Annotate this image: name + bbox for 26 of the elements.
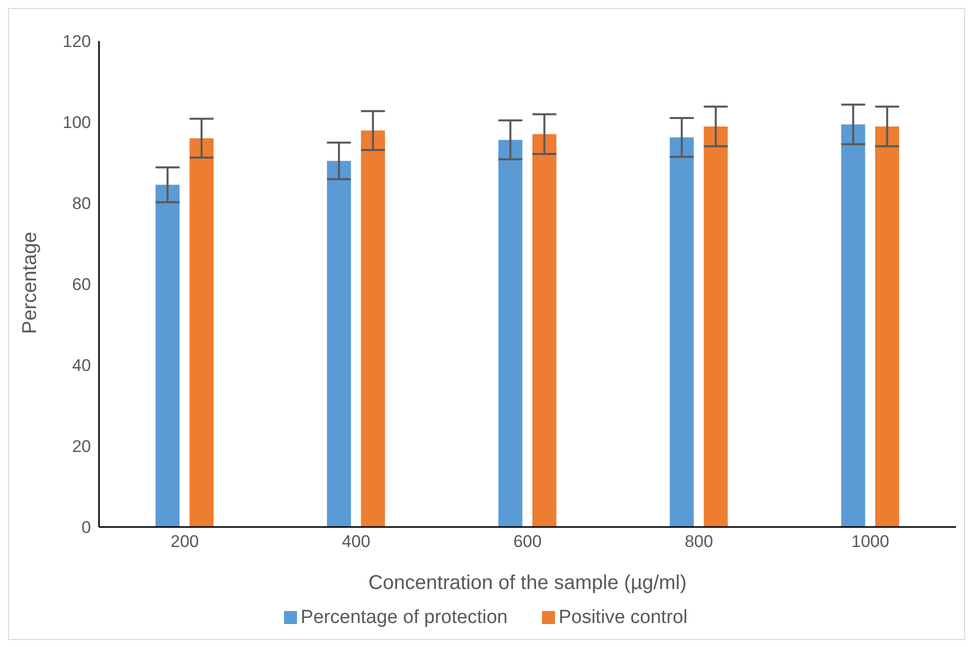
bar: [875, 126, 900, 527]
x-tick-label: 200: [170, 532, 199, 552]
y-tick-label: 20: [72, 437, 91, 456]
x-tick-label: 400: [342, 532, 370, 552]
bar: [360, 130, 385, 527]
y-tick-label: 120: [62, 32, 91, 52]
x-tick-label: 800: [684, 532, 714, 552]
y-tick-label: 40: [72, 356, 91, 376]
legend-label: Positive control: [558, 607, 688, 628]
bar: [704, 126, 728, 527]
legend-label: Percentage of protection: [300, 607, 508, 628]
y-tick-label: 80: [72, 194, 91, 214]
x-tick-label: 600: [513, 532, 542, 552]
y-tick-label: 60: [72, 275, 91, 294]
bar: [670, 137, 694, 527]
y-axis-title: Percentage: [19, 232, 42, 334]
bar: [156, 184, 180, 527]
y-tick-label: 100: [62, 113, 91, 132]
bar: [532, 134, 556, 527]
bar: [326, 160, 351, 527]
y-tick-label: 0: [82, 518, 91, 538]
bar: [190, 138, 214, 527]
bar: [841, 124, 866, 527]
bar: [498, 140, 522, 527]
x-axis-title: Concentration of the sample (µg/ml): [368, 572, 687, 594]
x-tick-label: 1000: [851, 532, 890, 552]
